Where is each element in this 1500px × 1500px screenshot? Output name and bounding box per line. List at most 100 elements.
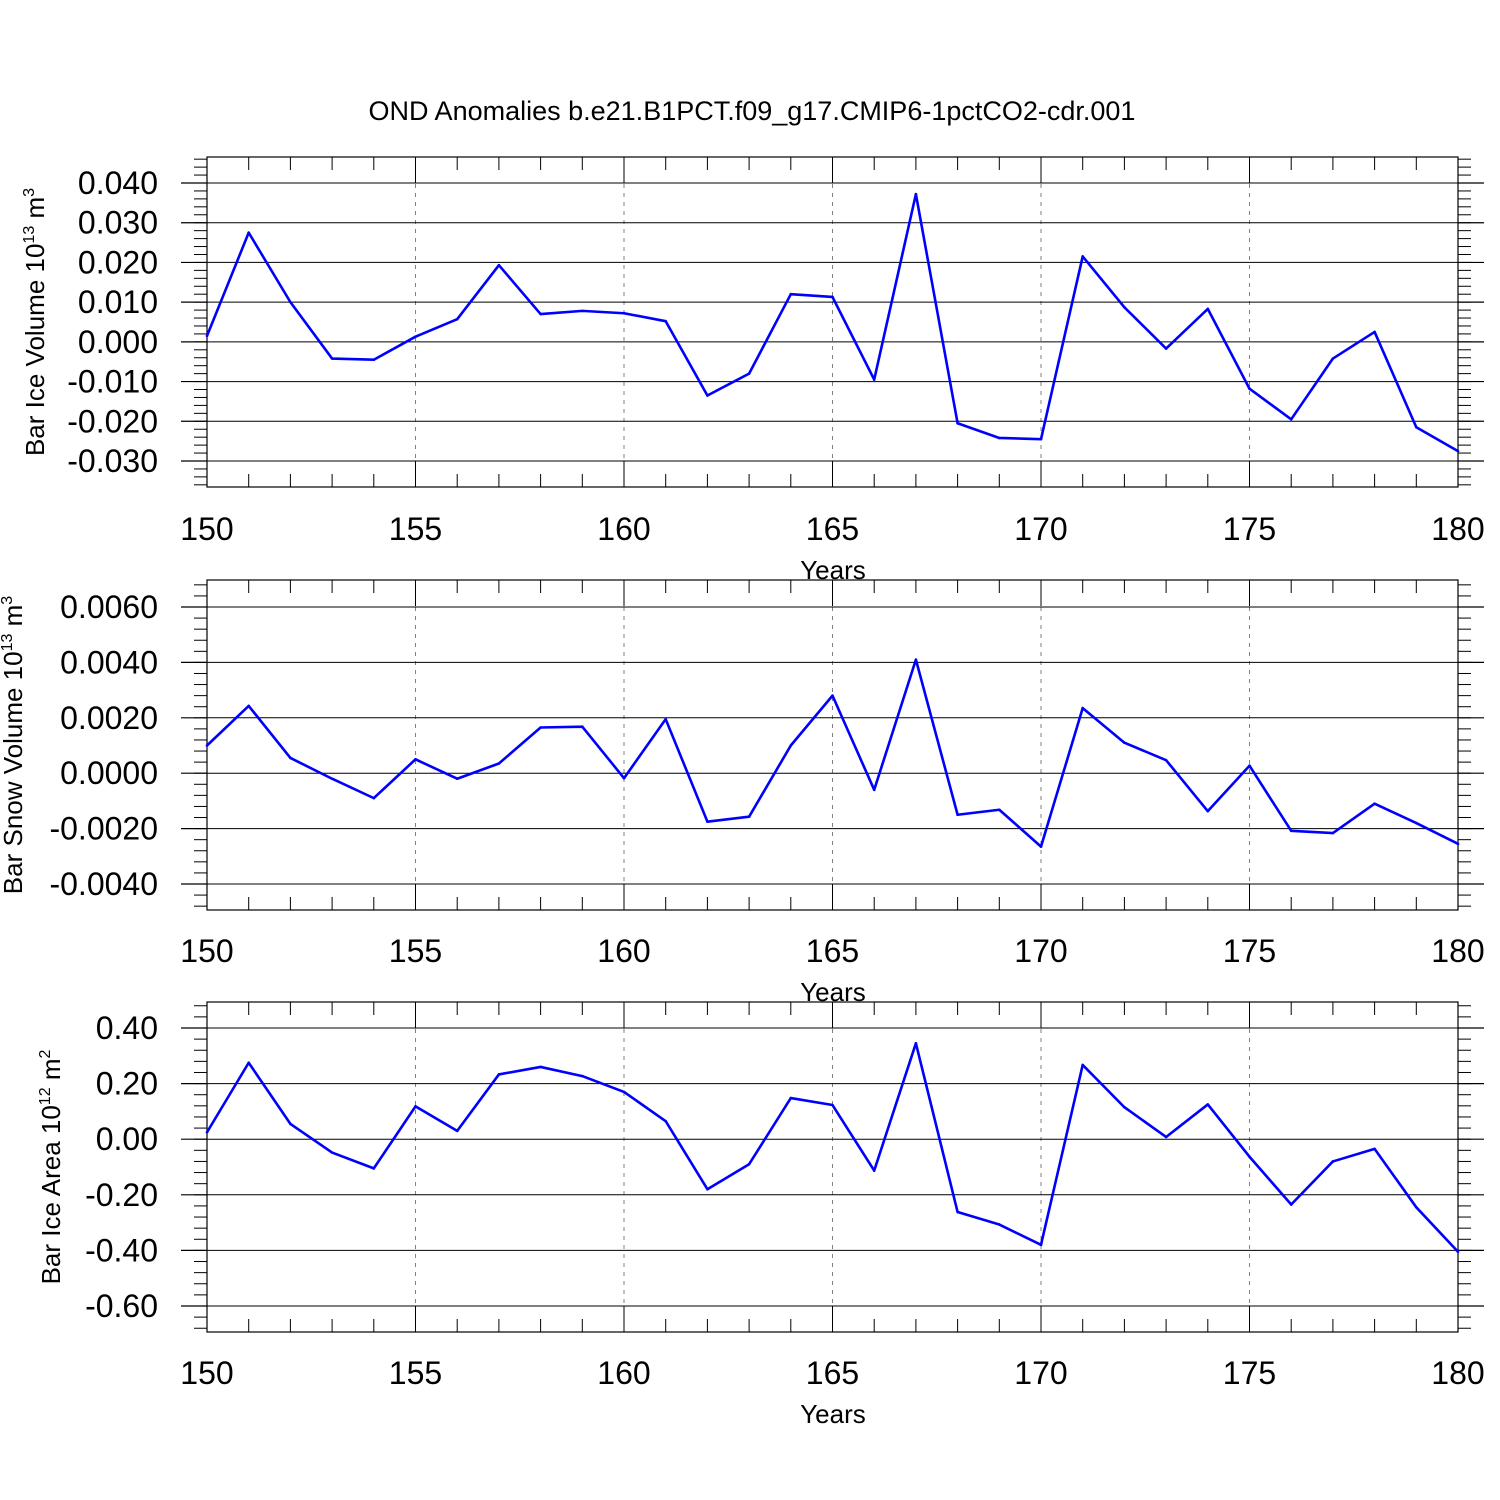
x-tick-label: 170 — [1014, 1355, 1067, 1391]
data-point — [706, 394, 709, 397]
panel-2: -0.0040 -0.0020 0.0000 0.0020 0.0040 0.0060 15… — [0, 579, 1485, 1007]
data-point — [1331, 831, 1335, 835]
data-point — [1039, 1243, 1043, 1247]
x-tick-label: 180 — [1431, 1355, 1484, 1391]
data-point — [1415, 1206, 1418, 1209]
y-axis-title-superscript: 3 — [21, 188, 38, 197]
data-point — [622, 311, 626, 315]
data-point — [205, 1130, 209, 1134]
y-tick-label: -0.20 — [85, 1177, 158, 1213]
data-point — [914, 658, 918, 661]
y-tick-label: 0.0000 — [60, 755, 158, 791]
data-point — [706, 1187, 709, 1191]
data-point — [1123, 306, 1126, 309]
data-point — [205, 744, 209, 747]
y-tick-label: 0.040 — [78, 165, 158, 201]
data-point — [497, 263, 501, 267]
y-axis-title-superscript: 12 — [37, 1087, 54, 1105]
data-point — [1123, 1105, 1126, 1109]
y-tick-label: 0.010 — [78, 284, 158, 320]
data-point — [1248, 387, 1251, 391]
y-tick-label: -0.40 — [85, 1232, 158, 1268]
x-tick-label: 175 — [1223, 511, 1276, 547]
y-axis-title: Bar Ice Volume 1013 m3 — [20, 188, 50, 456]
data-point — [1248, 1155, 1251, 1159]
data-point — [372, 358, 376, 362]
data-point — [455, 1129, 459, 1133]
x-tick-label: 160 — [597, 933, 650, 969]
y-axis-title-part: Bar Snow Volume 10 — [0, 651, 28, 894]
data-point — [1289, 1203, 1293, 1206]
data-point — [289, 300, 292, 304]
y-tick-label: -0.0020 — [49, 811, 158, 847]
y-tick-label: 0.020 — [78, 244, 158, 280]
data-point — [622, 1090, 626, 1094]
data-point — [539, 726, 542, 729]
data-point — [998, 1223, 1001, 1226]
data-point — [1331, 357, 1335, 360]
y-axis-title: Bar Ice Area 1012 m2 — [36, 1049, 66, 1284]
y-tick-label: 0.20 — [96, 1066, 158, 1102]
data-point — [1456, 842, 1460, 846]
x-tick-label: 160 — [597, 1355, 650, 1391]
data-point — [455, 317, 459, 321]
data-point — [956, 1210, 959, 1214]
data-point — [1331, 1160, 1335, 1163]
data-point — [872, 1169, 876, 1172]
x-tick-label: 155 — [389, 1355, 442, 1391]
data-point — [1456, 1250, 1460, 1254]
data-point — [664, 717, 667, 721]
data-point — [789, 292, 793, 296]
data-point — [747, 372, 751, 375]
y-axis-title-part: m — [36, 1058, 66, 1087]
y-axis-title-superscript: 3 — [0, 596, 16, 605]
data-point — [414, 758, 417, 761]
x-tick-label: 150 — [180, 1355, 233, 1391]
data-point — [1456, 449, 1460, 453]
x-tick-label: 175 — [1223, 1355, 1276, 1391]
data-point — [1206, 809, 1210, 813]
data-point — [1164, 347, 1168, 350]
y-tick-label: 0.000 — [78, 324, 158, 360]
data-point — [1415, 425, 1418, 429]
panel-3: -0.60 -0.40 -0.20 0.00 0.20 0.40 150 155 160 165 1… — [36, 1001, 1485, 1429]
data-point — [956, 813, 959, 817]
x-tick-label: 165 — [806, 933, 859, 969]
y-axis-title-superscript: 13 — [21, 226, 38, 244]
data-point — [1081, 706, 1084, 710]
y-tick-label: 0.00 — [96, 1121, 158, 1157]
data-point — [1081, 255, 1084, 258]
data-point — [664, 319, 667, 323]
data-point — [706, 820, 709, 823]
data-point — [747, 1162, 751, 1166]
data-point — [247, 704, 250, 708]
data-point — [414, 1105, 417, 1108]
y-tick-label: -0.020 — [67, 403, 158, 439]
data-point — [956, 421, 959, 425]
y-axis-title-part: Bar Ice Area 10 — [36, 1105, 66, 1284]
data-point — [789, 1096, 793, 1100]
x-tick-label: 175 — [1223, 933, 1276, 969]
y-tick-label: 0.0040 — [60, 644, 158, 680]
y-tick-label: -0.010 — [67, 364, 158, 400]
data-point — [1373, 802, 1376, 805]
data-point — [581, 725, 584, 728]
y-tick-label: -0.030 — [67, 443, 158, 479]
x-tick-label: 160 — [597, 511, 650, 547]
y-tick-label: -0.60 — [85, 1288, 158, 1324]
data-point — [1373, 330, 1376, 334]
data-point — [247, 1061, 250, 1065]
x-tick-label: 170 — [1014, 511, 1067, 547]
x-tick-label: 180 — [1431, 511, 1484, 547]
data-point — [414, 335, 417, 338]
data-point — [1039, 845, 1043, 848]
data-point — [539, 312, 542, 316]
data-point — [747, 815, 751, 818]
y-axis-title: Bar Snow Volume 1013 m3 — [0, 596, 28, 895]
data-point — [1289, 418, 1293, 421]
data-point — [1039, 437, 1043, 441]
data-point — [789, 744, 793, 747]
data-point — [664, 1119, 667, 1123]
